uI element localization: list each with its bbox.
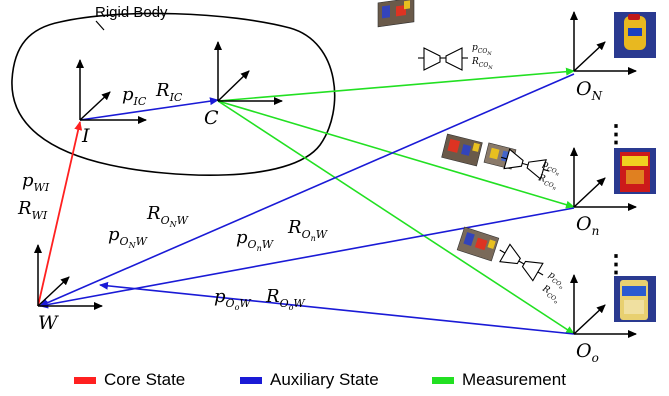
label-r-con-mid: RCOn	[535, 173, 559, 192]
legend-swatch-auxiliary	[240, 376, 262, 384]
auxiliary-line-i-to-c	[79, 97, 219, 121]
object-image-icon	[614, 276, 656, 322]
frame-c-axes	[214, 41, 283, 105]
encoder-network-icon	[499, 243, 544, 282]
legend-swatch-core	[74, 376, 96, 384]
network-inset-on: pCOn RCOn	[441, 133, 562, 192]
label-p-onw: pOnW	[236, 227, 275, 253]
auxiliary-line-oN-to-w	[39, 73, 575, 307]
label-p-con-mid: pCOn	[540, 159, 562, 178]
frame-oN-axes	[570, 11, 637, 75]
measurement-line-c-to-oo	[217, 100, 575, 335]
frame-i-axes	[76, 59, 147, 124]
legend-label-measurement: Measurement	[462, 370, 566, 389]
label-p-coo: pCOo	[545, 270, 568, 291]
ellipsis-lower: ⋮	[604, 251, 628, 278]
ellipsis-upper: ⋮	[604, 121, 628, 148]
label-r-con: RCON	[471, 57, 493, 71]
label-r-wi: RWI	[17, 198, 48, 222]
measurement-line-c-to-on	[217, 100, 575, 209]
label-p-wi: pWI	[22, 170, 50, 194]
frame-label-w: W	[38, 312, 59, 334]
label-r-oow: ROoW	[265, 286, 306, 312]
label-r-onw-upper: RONW	[146, 203, 190, 229]
legend: Core State Auxiliary State Measurement	[0, 366, 669, 396]
encoder-network-icon	[500, 148, 550, 180]
rigid-body-title: Rigid Body	[95, 4, 168, 21]
frame-label-c: C	[204, 107, 219, 129]
label-p-con: pCON	[472, 43, 492, 57]
auxiliary-line-on-to-w	[39, 207, 575, 309]
frame-on-axes	[570, 147, 637, 211]
measurement-line-c-to-oN	[217, 67, 575, 102]
object-image-icon	[614, 148, 656, 194]
rigid-body-outline	[11, 12, 336, 176]
legend-item-measurement: Measurement	[432, 370, 566, 390]
legend-item-core-state: Core State	[74, 370, 185, 390]
frame-label-oN: ON	[576, 78, 603, 103]
label-r-onw: ROnW	[287, 217, 329, 243]
label-p-onw-upper: pONW	[108, 224, 149, 250]
legend-item-auxiliary-state: Auxiliary State	[240, 370, 379, 390]
label-r-coo: RCOo	[538, 283, 563, 305]
label-p-oow: pOoW	[214, 286, 252, 312]
frame-label-on: On	[576, 213, 599, 238]
label-r-ic: RIC	[155, 80, 183, 104]
camera-image-icon	[377, 0, 415, 28]
encoder-network-icon	[418, 47, 468, 71]
label-p-ic: pIC	[122, 84, 147, 108]
legend-label-auxiliary: Auxiliary State	[270, 370, 379, 389]
rigid-body-title-leader	[95, 20, 105, 31]
frame-oo-axes	[570, 274, 637, 338]
network-inset-oN: pCON RCON	[377, 0, 493, 71]
legend-label-core: Core State	[104, 370, 186, 389]
frame-w-axes	[34, 244, 103, 310]
frame-label-i: I	[81, 125, 90, 147]
camera-image-icon	[456, 226, 500, 262]
camera-image-icon	[441, 133, 483, 167]
auxiliary-line-oo-to-w	[99, 281, 575, 335]
object-image-icon	[614, 12, 656, 58]
core-line-w-to-i	[37, 121, 83, 307]
legend-swatch-measurement	[432, 376, 454, 384]
network-inset-oo: pCOo RCOo	[456, 226, 568, 306]
frame-label-oo: Oo	[576, 340, 599, 365]
